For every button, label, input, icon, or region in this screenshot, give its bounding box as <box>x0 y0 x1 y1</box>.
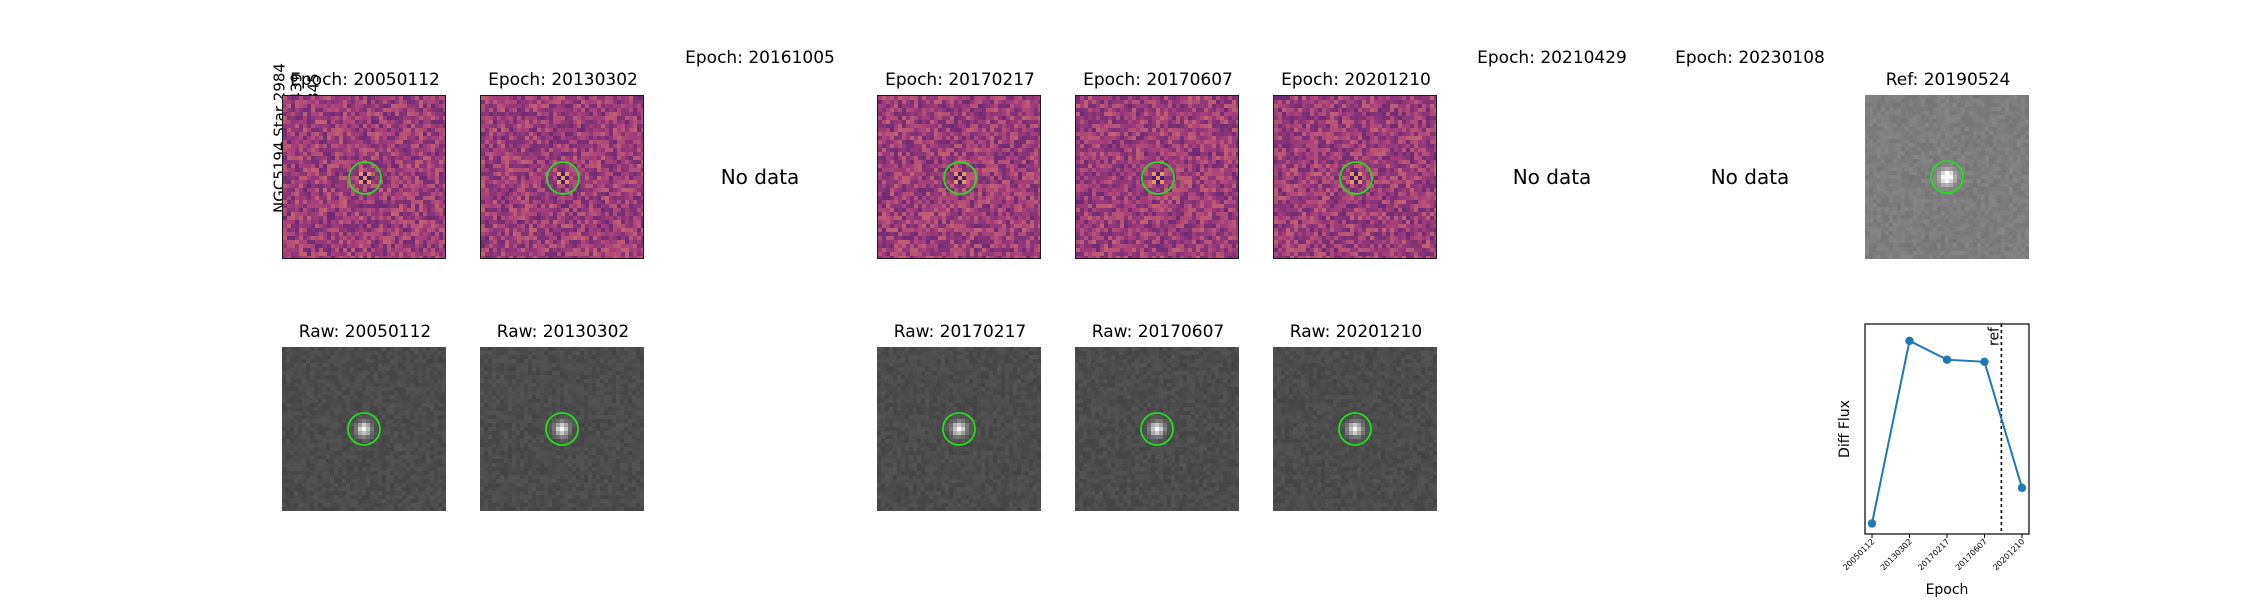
x-tick-label: 20201210 <box>1991 537 2026 572</box>
epoch-title-4: Epoch: 20170217 <box>850 70 1070 90</box>
diff-image-6 <box>1273 95 1437 259</box>
no-data-text-8: No data <box>1640 165 1860 189</box>
ref-label: ref <box>1986 326 2002 346</box>
data-point <box>1943 356 1951 364</box>
epoch-title-8: Epoch: 20230108 <box>1640 48 1860 68</box>
raw-title-1: Raw: 20050112 <box>255 322 475 342</box>
data-point <box>2018 484 2026 492</box>
raw-image-1 <box>282 347 446 511</box>
data-point <box>1868 519 1876 527</box>
raw-title-2: Raw: 20130302 <box>453 322 673 342</box>
ref-title: Ref: 20190524 <box>1838 70 2058 90</box>
raw-image-5 <box>1075 347 1239 511</box>
raw-title-4: Raw: 20170217 <box>850 322 1070 342</box>
raw-title-5: Raw: 20170607 <box>1048 322 1268 342</box>
no-data-text-7: No data <box>1442 165 1662 189</box>
diff-image-5 <box>1075 95 1239 259</box>
epoch-title-1: Epoch: 20050112 <box>255 70 475 90</box>
diff-image-4 <box>877 95 1041 259</box>
x-tick-label: 20050112 <box>1841 537 1876 572</box>
diff-image-2 <box>480 95 644 259</box>
x-tick-label: 20170217 <box>1916 537 1951 572</box>
raw-title-6: Raw: 20201210 <box>1246 322 1466 342</box>
data-point <box>1980 358 1988 366</box>
x-tick-label: 20170607 <box>1954 537 1989 572</box>
y-axis-label: Diff Flux <box>1837 400 1853 458</box>
diff-image-1 <box>282 95 446 259</box>
no-data-text-3: No data <box>650 165 870 189</box>
epoch-title-2: Epoch: 20130302 <box>453 70 673 90</box>
x-axis-label: Epoch <box>1926 582 1969 598</box>
epoch-title-7: Epoch: 20210429 <box>1442 48 1662 68</box>
x-tick-label: 20130302 <box>1879 537 1914 572</box>
raw-image-4 <box>877 347 1041 511</box>
epoch-title-3: Epoch: 20161005 <box>650 48 870 68</box>
epoch-title-6: Epoch: 20201210 <box>1246 70 1466 90</box>
raw-image-2 <box>480 347 644 511</box>
ref-image <box>1865 95 2029 259</box>
data-point <box>1905 337 1913 345</box>
raw-image-6 <box>1273 347 1437 511</box>
series-line <box>1872 341 2022 524</box>
epoch-title-5: Epoch: 20170607 <box>1048 70 1268 90</box>
